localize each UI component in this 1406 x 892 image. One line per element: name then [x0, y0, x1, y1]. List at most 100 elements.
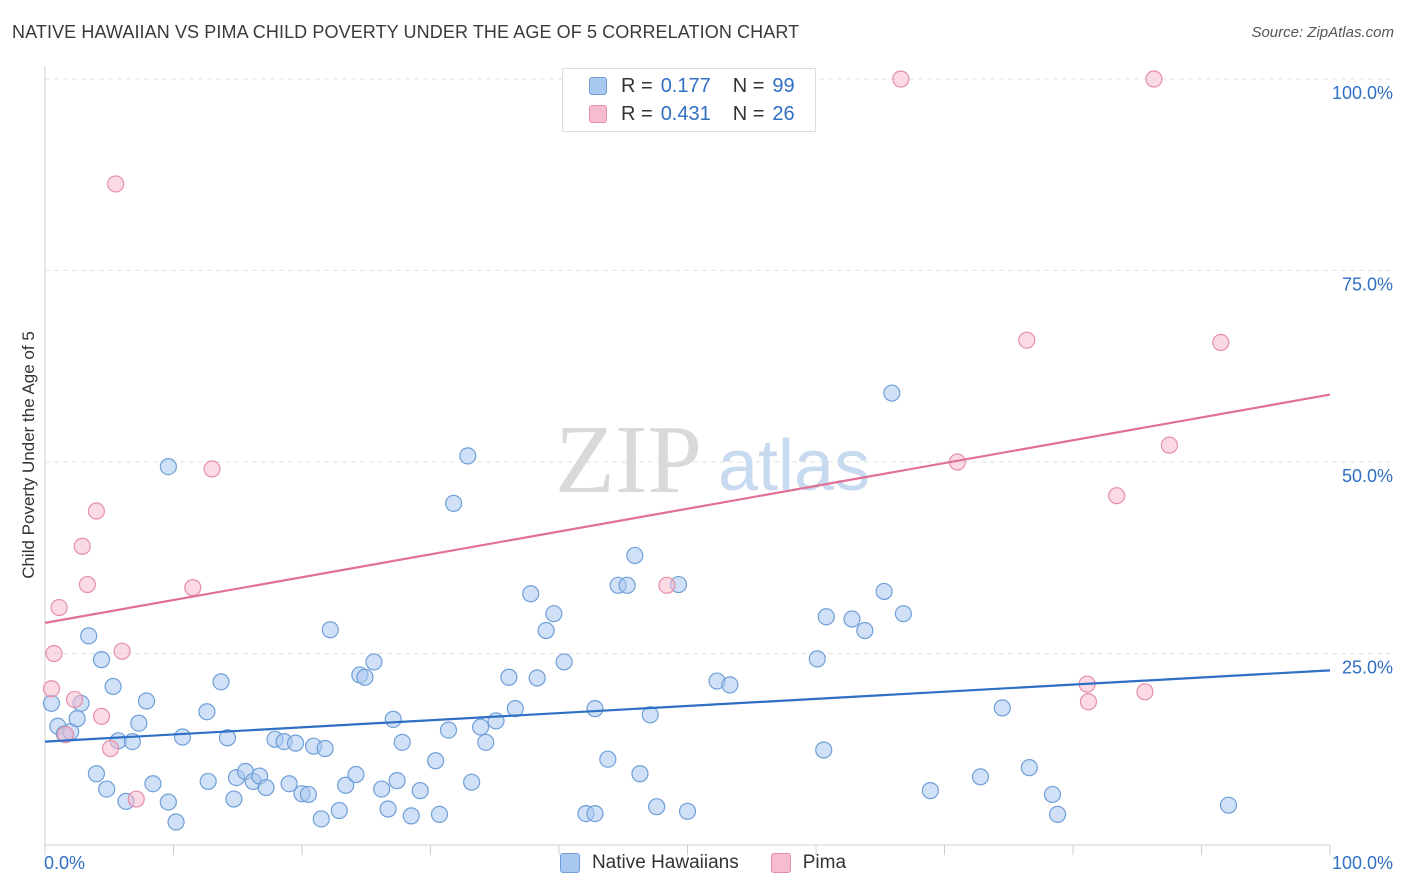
y-tick-label: 100.0%	[1332, 83, 1393, 103]
y-axis-label: Child Poverty Under the Age of 5	[19, 331, 38, 579]
point-native-hawaiian	[402, 807, 420, 825]
x-tick-label: 100.0%	[1332, 853, 1393, 873]
legend-r-label: R =	[621, 74, 653, 97]
legend-n-label: N =	[732, 74, 765, 97]
legend-n-value: 99	[772, 74, 795, 97]
point-native-hawaiian	[330, 801, 348, 820]
point-native-hawaiian	[257, 778, 275, 797]
point-native-hawaiian	[411, 782, 429, 800]
trend-line-pima	[44, 393, 1331, 624]
point-native-hawaiian	[817, 608, 835, 626]
point-native-hawaiian	[971, 768, 990, 786]
source-label: Source: ZipAtlas.com	[1251, 24, 1394, 41]
point-native-hawaiian	[199, 772, 217, 791]
point-native-hawaiian	[92, 651, 111, 669]
point-native-hawaiian	[459, 447, 477, 465]
point-native-hawaiian	[218, 729, 237, 747]
point-native-hawaiian	[506, 700, 524, 718]
point-native-hawaiian	[439, 721, 458, 739]
point-native-hawaiian	[843, 610, 861, 628]
point-native-hawaiian	[198, 703, 216, 721]
point-native-hawaiian	[379, 800, 397, 818]
legend-item-pima: Pima	[770, 852, 847, 874]
point-native-hawaiian	[631, 765, 649, 783]
series-pima	[42, 70, 1230, 808]
series-legend: Native Hawaiians Pima	[0, 852, 1406, 874]
point-native-hawaiian	[528, 669, 546, 687]
point-native-hawaiian	[337, 776, 355, 794]
point-native-hawaiian	[312, 810, 330, 828]
point-native-hawaiian	[641, 706, 659, 724]
point-native-hawaiian	[993, 699, 1011, 717]
point-native-hawaiian	[808, 650, 826, 668]
point-pima	[1136, 683, 1154, 701]
point-native-hawaiian	[384, 710, 402, 728]
point-native-hawaiian	[316, 739, 334, 758]
point-pima	[1079, 693, 1098, 711]
point-native-hawaiian	[321, 621, 339, 639]
point-native-hawaiian	[104, 677, 122, 696]
point-native-hawaiian	[167, 813, 185, 831]
point-native-hawaiian	[144, 775, 162, 793]
point-native-hawaiian	[626, 546, 644, 565]
point-native-hawaiian	[347, 765, 365, 784]
point-native-hawaiian	[173, 728, 192, 746]
legend-swatch-blue	[559, 853, 580, 873]
legend-n-label: N =	[732, 102, 765, 125]
point-native-hawaiian	[1043, 785, 1062, 804]
point-native-hawaiian	[356, 668, 374, 686]
legend-label-native-hawaiians: Native Hawaiians	[591, 852, 739, 873]
point-native-hawaiian	[477, 733, 495, 751]
point-native-hawaiian	[42, 694, 61, 712]
legend-r-value: 0.431	[660, 102, 711, 125]
point-pima	[92, 707, 111, 725]
point-native-hawaiian	[463, 773, 481, 791]
point-native-hawaiian	[599, 750, 617, 768]
watermark-zip: ZIP	[555, 406, 702, 514]
point-native-hawaiian	[678, 802, 697, 820]
point-native-hawaiian	[212, 673, 230, 691]
correlation-legend: R = 0.177 N = 99 R = 0.431 N = 26	[562, 68, 816, 132]
grid-lines	[45, 78, 1395, 654]
trend-line-native-hawaiians	[44, 669, 1331, 743]
point-pima	[1160, 436, 1178, 454]
point-native-hawaiian	[586, 700, 604, 718]
legend-swatch-pink	[589, 105, 607, 123]
y-tick-label: 25.0%	[1342, 658, 1393, 678]
point-native-hawaiian	[225, 790, 243, 808]
point-pima	[45, 644, 63, 663]
point-pima	[1108, 487, 1126, 505]
point-pima	[73, 537, 91, 555]
point-native-hawaiian	[130, 714, 148, 732]
point-native-hawaiian	[815, 741, 833, 759]
point-native-hawaiian	[537, 621, 555, 640]
point-pima	[101, 739, 120, 758]
point-native-hawaiian	[159, 793, 177, 811]
point-pima	[50, 598, 68, 617]
point-native-hawaiian	[1219, 796, 1238, 814]
point-pima	[658, 576, 676, 594]
point-pima	[65, 690, 84, 709]
point-native-hawaiian	[365, 653, 383, 671]
legend-label-pima: Pima	[802, 852, 847, 873]
point-native-hawaiian	[388, 772, 406, 790]
x-tick-label: 0.0%	[44, 853, 85, 873]
point-native-hawaiian	[472, 718, 490, 736]
point-pima	[78, 575, 97, 594]
point-pima	[1018, 331, 1036, 349]
point-native-hawaiian	[427, 752, 445, 770]
point-pima	[107, 175, 125, 193]
point-native-hawaiian	[87, 765, 106, 783]
point-native-hawaiian	[68, 710, 86, 728]
point-native-hawaiian	[555, 653, 573, 671]
point-native-hawaiian	[500, 668, 518, 686]
point-native-hawaiian	[299, 785, 318, 804]
point-pima	[1212, 333, 1230, 352]
watermark-atlas: atlas	[718, 426, 870, 506]
point-native-hawaiian	[883, 384, 901, 402]
series-native-hawaiians	[42, 384, 1238, 831]
point-native-hawaiian	[721, 676, 739, 694]
point-pima	[127, 790, 145, 808]
y-tick-label: 75.0%	[1342, 275, 1393, 295]
watermark: ZIP atlas	[555, 406, 870, 514]
